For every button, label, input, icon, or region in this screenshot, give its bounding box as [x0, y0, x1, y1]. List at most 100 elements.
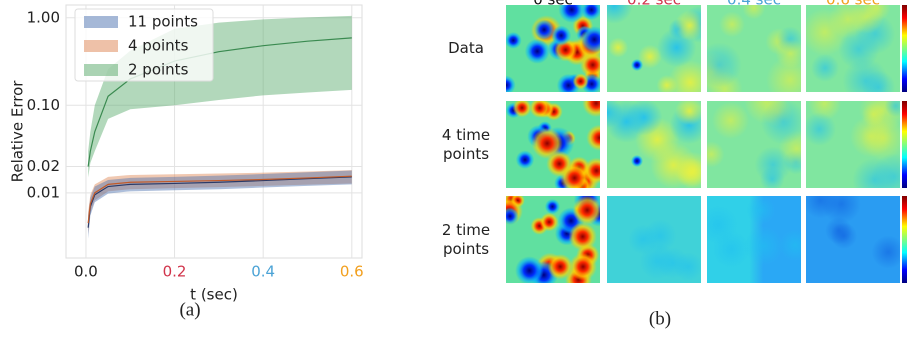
blob: [539, 212, 559, 232]
blob: [580, 26, 600, 53]
legend-swatch: [84, 40, 118, 52]
snapshot-field: [707, 101, 801, 188]
blob: [586, 124, 600, 151]
blob: [631, 155, 643, 167]
snapshot: [607, 101, 701, 188]
x-tick-label: 0.0: [74, 263, 98, 281]
error-band: [88, 170, 352, 234]
colorbar: [902, 101, 907, 188]
blob: [810, 53, 840, 82]
row-label: Data: [448, 39, 484, 57]
caption: (b): [649, 308, 671, 329]
blob: [707, 141, 725, 168]
blob: [719, 11, 745, 38]
blob: [838, 28, 880, 70]
row-label: 4 time: [442, 126, 490, 144]
blob: [656, 74, 678, 92]
x-tick-label: 0.2: [163, 263, 187, 281]
blob: [676, 157, 701, 188]
blob: [862, 5, 891, 22]
y-tick-label: 1.00: [27, 8, 60, 26]
snapshot: [607, 196, 701, 283]
blob: [524, 38, 550, 64]
blob: [506, 75, 516, 92]
snapshot: [806, 196, 900, 283]
blob: [625, 101, 663, 136]
snapshot-field: [707, 196, 801, 283]
blob: [711, 101, 750, 140]
snapshot: [707, 196, 801, 283]
blob: [551, 25, 572, 46]
blob: [638, 44, 662, 69]
colorbar: [902, 5, 907, 92]
blob: [861, 102, 886, 127]
snapshot-field: [707, 5, 801, 92]
panel-a: 0.01 0.02 0.10 1.00 0.0 0.2 0.4 0.6 11 points 4 p…: [9, 4, 364, 320]
blob: [529, 101, 550, 118]
snapshot: [506, 101, 600, 188]
blob: [760, 101, 801, 145]
blob: [569, 252, 597, 281]
blob: [707, 42, 742, 88]
blob: [754, 146, 792, 184]
blob: [657, 247, 689, 279]
snapshot-field: [806, 196, 900, 283]
blob: [572, 196, 600, 225]
legend-label: 11 points: [128, 13, 198, 31]
y-tick-label: 0.02: [27, 157, 60, 175]
legend-swatch: [84, 64, 118, 76]
snapshot: [806, 101, 900, 188]
mean-line: [87, 176, 352, 228]
snapshot: [607, 5, 701, 92]
blob: [628, 224, 659, 255]
blob: [572, 73, 589, 90]
mean-line: [87, 175, 352, 224]
snapshot: [707, 101, 801, 188]
row-label: points: [443, 240, 489, 258]
blob: [779, 229, 801, 262]
blob: [861, 115, 900, 161]
legend-swatch: [84, 16, 118, 28]
blob: [742, 5, 766, 20]
blob: [871, 235, 900, 269]
blob: [861, 70, 896, 92]
snapshot-field: [806, 101, 900, 188]
x-tick-label: 0.4: [251, 263, 275, 281]
blob: [746, 196, 776, 225]
blob: [607, 101, 623, 129]
blob: [568, 222, 597, 251]
error-band: [88, 170, 352, 239]
column-header: 0 sec: [533, 0, 573, 9]
legend-label: 2 points: [128, 61, 189, 79]
snapshot-field: [607, 5, 701, 92]
blob: [674, 10, 701, 41]
blob: [884, 101, 900, 117]
snapshot: [707, 5, 801, 92]
x-axis-label: t (sec): [190, 286, 238, 304]
blob: [515, 256, 544, 283]
panel-b: 0 sec0.2 sec0.4 sec0.6 secData4 timepoin…: [442, 0, 907, 329]
blob: [775, 38, 801, 69]
column-header: 0.4 sec: [727, 0, 781, 9]
blob: [582, 101, 600, 118]
x-tick-label: 0.6: [340, 263, 364, 281]
blob: [608, 37, 629, 58]
snapshot-field: [806, 5, 900, 92]
snapshot: [506, 5, 600, 92]
snapshot: [506, 196, 600, 283]
blob: [821, 196, 861, 224]
blob: [531, 127, 563, 159]
blob: [631, 59, 643, 71]
blob: [512, 101, 532, 118]
blob: [559, 163, 590, 188]
blob: [558, 5, 585, 23]
row-label: 2 time: [442, 221, 490, 239]
snapshot-field: [607, 101, 701, 188]
snapshot-field: [607, 196, 701, 283]
blob: [871, 153, 900, 188]
blob: [707, 205, 738, 245]
colorbar: [902, 196, 907, 283]
y-axis-label: Relative Error: [9, 80, 27, 183]
blob: [544, 199, 561, 215]
